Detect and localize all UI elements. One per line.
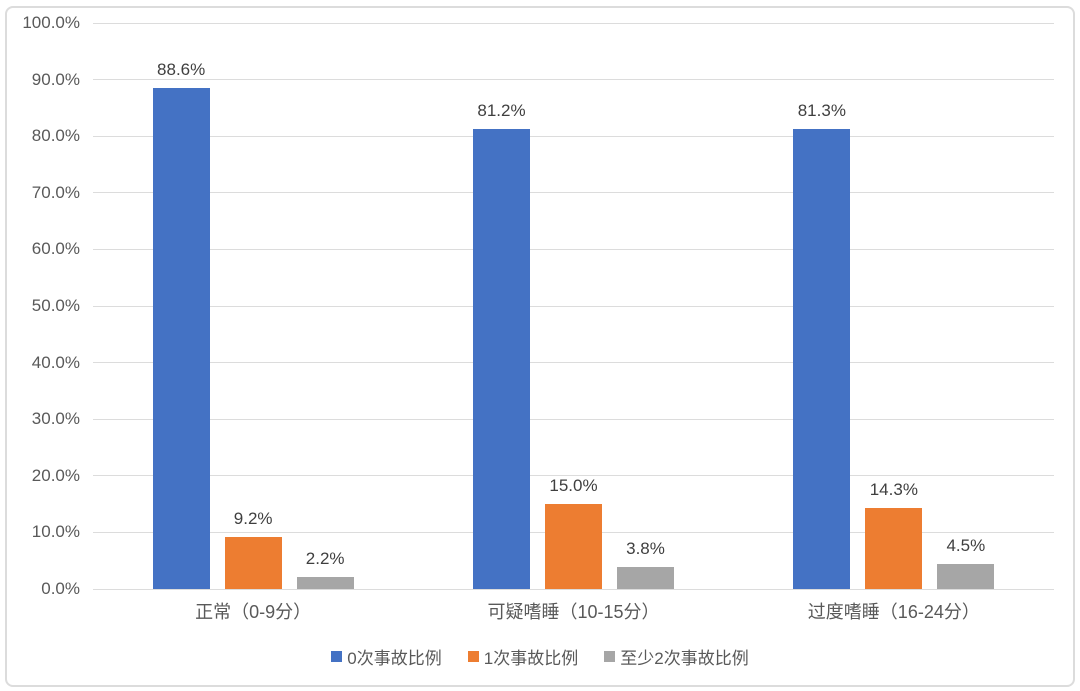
legend-label: 至少2次事故比例 xyxy=(620,649,749,668)
bar-value-label: 3.8% xyxy=(626,539,665,559)
legend-item: 1次事故比例 xyxy=(467,644,579,669)
bar-0次事故比例 xyxy=(152,87,210,589)
gridline xyxy=(93,362,1054,364)
y-axis-tick-label: 50.0% xyxy=(31,296,80,315)
y-axis-tick-label: 70.0% xyxy=(31,182,80,202)
x-axis-category-label: 过度嗜睡（16-24分） xyxy=(807,602,980,622)
y-axis-tick-label: 80.0% xyxy=(31,126,80,146)
bar-value-label: 4.5% xyxy=(946,535,986,555)
gridline xyxy=(93,248,1054,250)
legend-item: 0次事故比例 xyxy=(331,644,442,669)
legend-swatch xyxy=(467,651,479,662)
y-axis-tick-label: 60.0% xyxy=(31,239,80,259)
y-axis-tick-label: 40.0% xyxy=(31,352,80,372)
bar-1次事故比例 xyxy=(545,504,602,589)
legend-swatch xyxy=(604,651,616,662)
y-axis-tick-label: 0.0% xyxy=(41,579,80,598)
y-axis-tick-label: 20.0% xyxy=(31,465,80,485)
bar-至少2次事故比例 xyxy=(617,567,674,589)
gridline xyxy=(93,22,1054,24)
x-axis-category-label: 可疑嗜睡（10-15分） xyxy=(487,602,660,622)
gridline xyxy=(93,192,1054,194)
legend-label: 0次事故比例 xyxy=(347,649,442,668)
legend-label: 1次事故比例 xyxy=(483,649,579,668)
legend-item: 至少2次事故比例 xyxy=(604,644,749,669)
bar-value-label: 88.6% xyxy=(157,59,206,79)
bar-value-label: 81.3% xyxy=(797,100,846,120)
chart-legend: 0次事故比例 1次事故比例 至少2次事故比例 xyxy=(0,644,1080,669)
bar-value-label: 2.2% xyxy=(305,548,345,568)
x-axis-category-label: 正常（0-9分） xyxy=(195,602,312,622)
bar-value-label: 14.3% xyxy=(869,480,918,500)
gridline xyxy=(93,588,1054,590)
y-axis-tick-label: 90.0% xyxy=(31,69,80,89)
bar-value-label: 81.2% xyxy=(477,101,526,121)
gridline xyxy=(93,475,1054,477)
bar-value-label: 9.2% xyxy=(233,508,273,528)
gridline xyxy=(93,79,1054,81)
bar-0次事故比例 xyxy=(473,129,530,589)
y-axis-tick-label: 100.0% xyxy=(22,13,80,32)
bar-至少2次事故比例 xyxy=(937,563,995,589)
bar-1次事故比例 xyxy=(224,536,282,589)
bar-至少2次事故比例 xyxy=(296,576,354,589)
bar-1次事故比例 xyxy=(865,508,923,589)
gridline xyxy=(93,418,1054,420)
y-axis-tick-label: 10.0% xyxy=(31,522,80,542)
y-axis-tick-label: 30.0% xyxy=(31,409,80,429)
bar-0次事故比例 xyxy=(793,128,851,589)
gridline xyxy=(93,305,1054,307)
bar-value-label: 15.0% xyxy=(549,476,598,496)
gridline xyxy=(93,135,1054,137)
legend-swatch xyxy=(331,651,343,662)
